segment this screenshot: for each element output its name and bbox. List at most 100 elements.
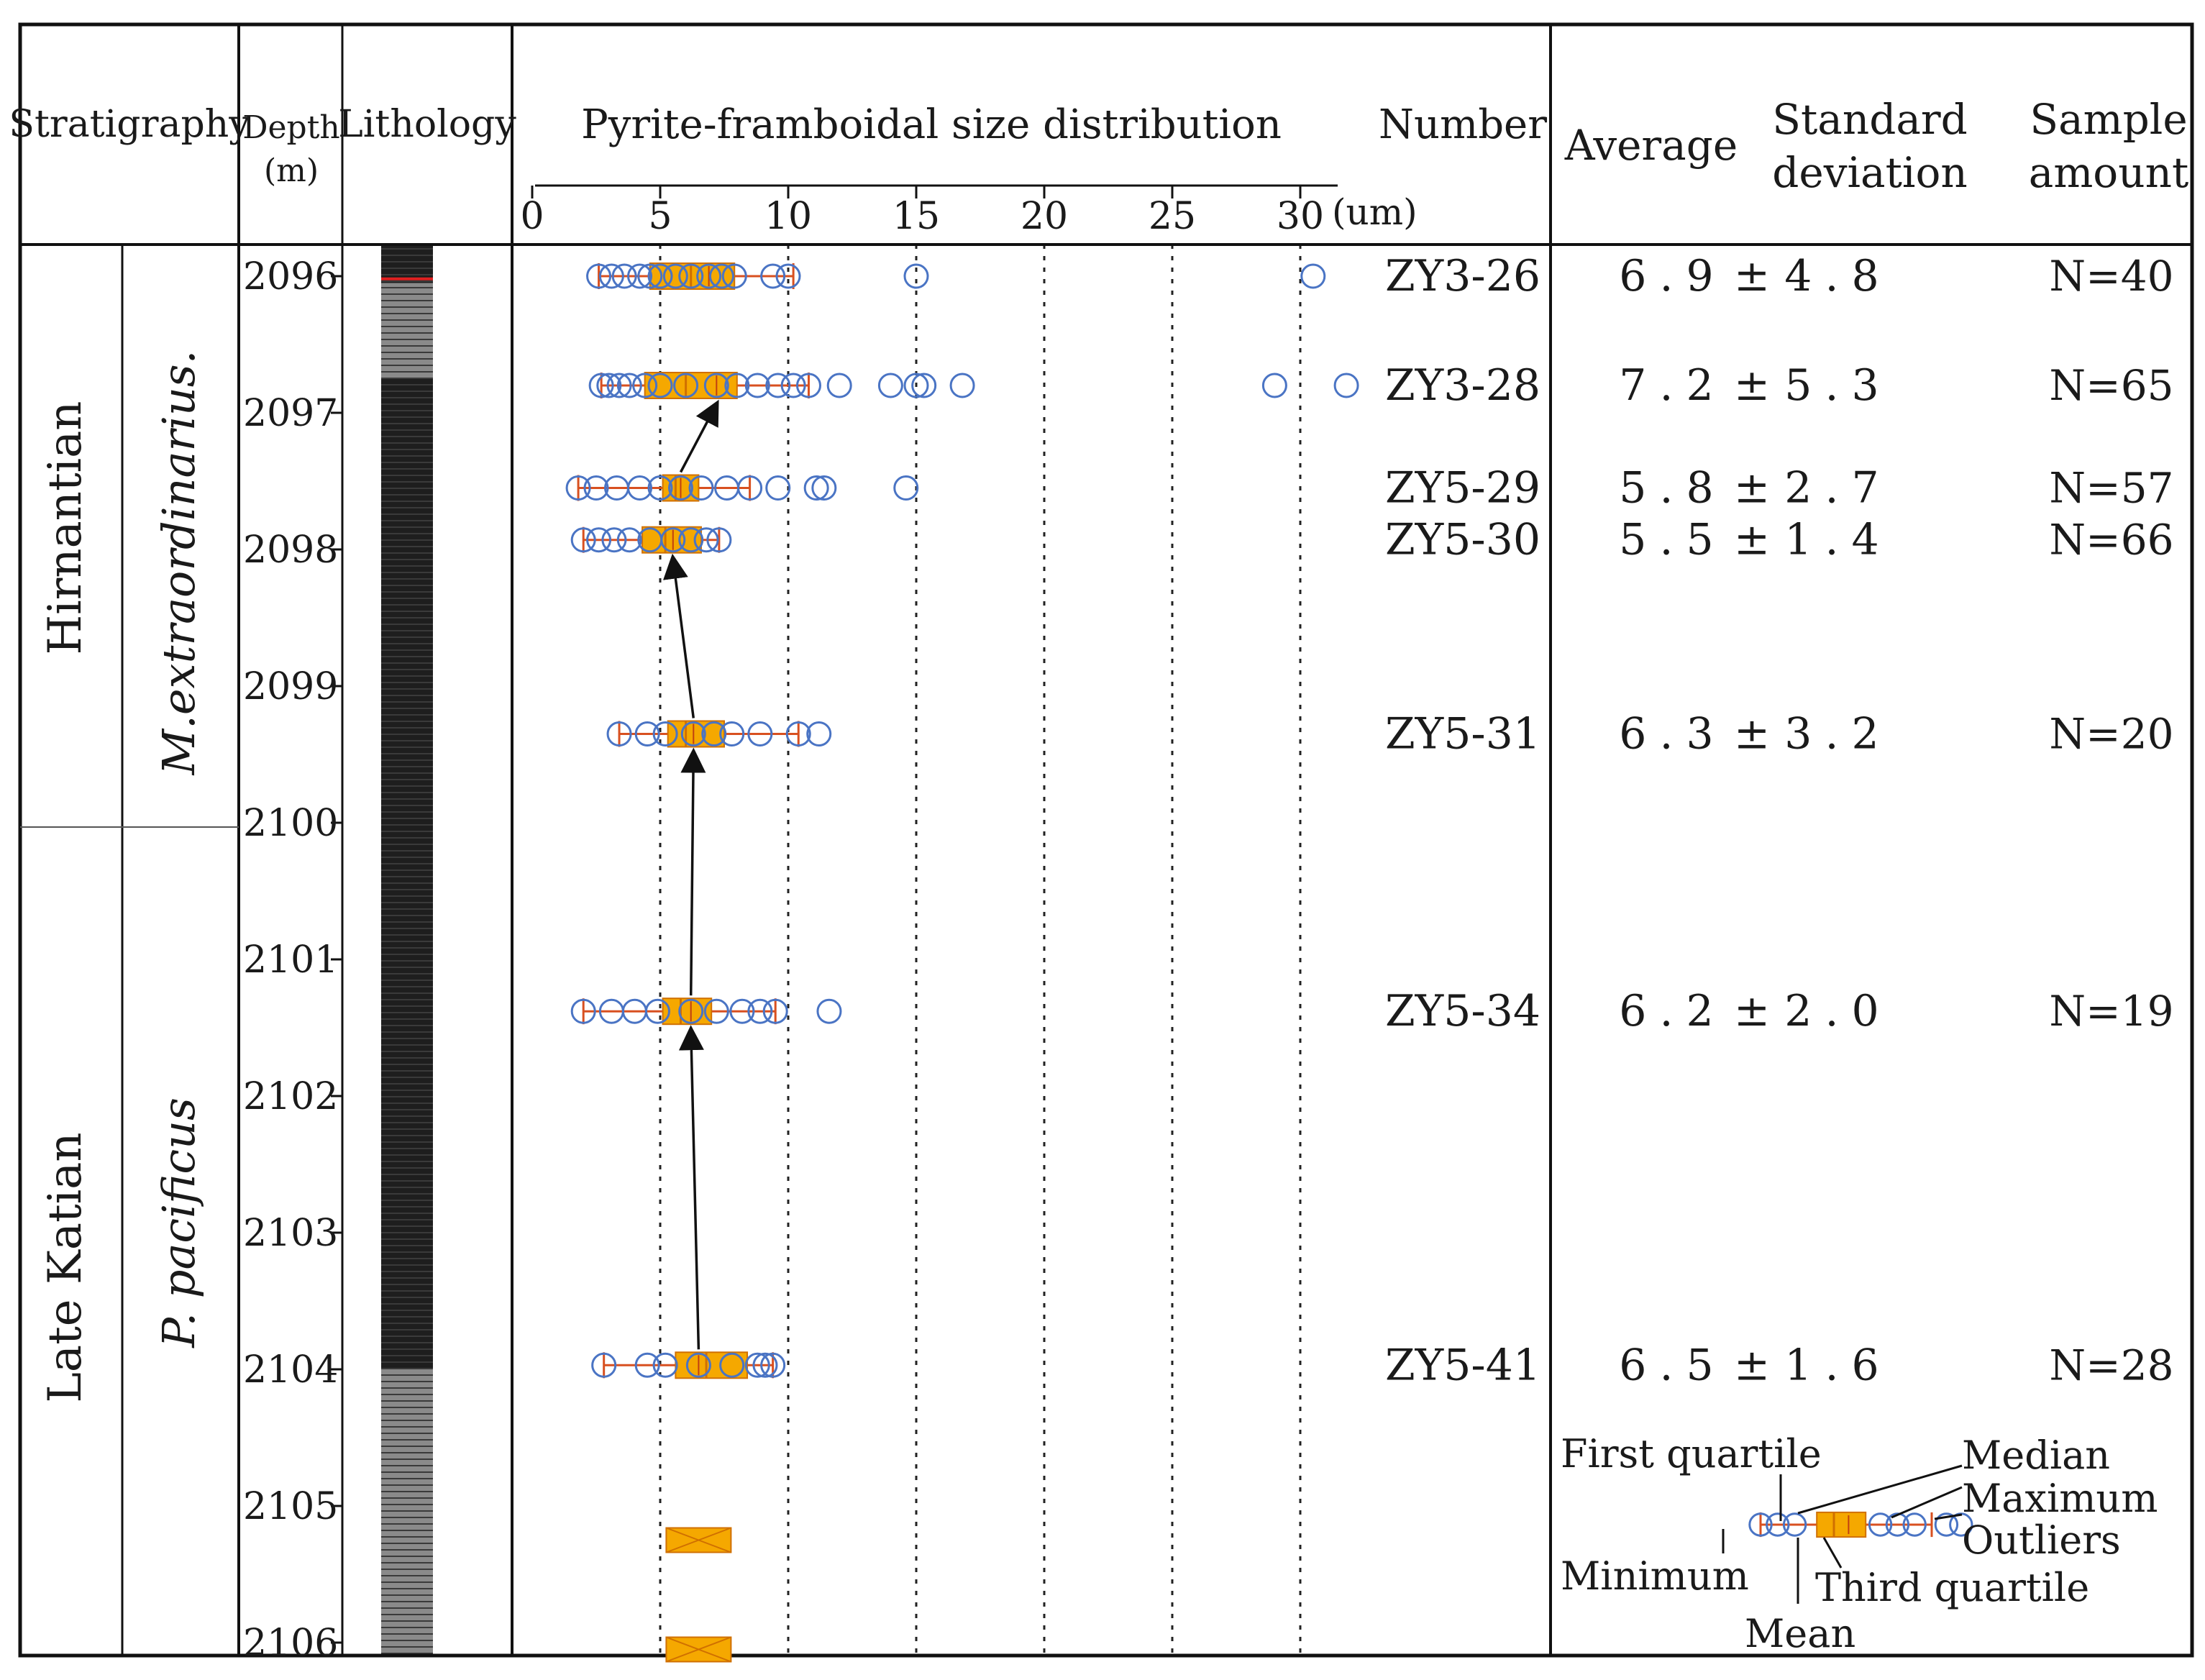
sample-ZY3-28-point-18 <box>1261 373 1287 398</box>
x-tick-label-25: 25 <box>1149 195 1196 238</box>
stratigraphy-header: Stratigraphy <box>9 103 250 146</box>
box-plot-ZY5-41 <box>591 1351 786 1379</box>
sample-ZY5-31-point-8 <box>806 721 832 747</box>
sample-ZY5-41-point-6 <box>752 1352 778 1378</box>
legend-first-quartile: First quartile <box>1561 1431 1822 1476</box>
sample-ZY3-28-point-17 <box>949 373 975 398</box>
sample-std-0: 4.8 <box>1784 251 1891 301</box>
depth-tick-label-2103: 2103 <box>243 1212 338 1255</box>
sample-ZY5-34-point-0 <box>570 998 596 1024</box>
box-plot-ZY5-31 <box>606 720 832 748</box>
sample-ZY3-28-point-12 <box>795 373 821 398</box>
sample-average-2: 5.8 <box>1619 463 1726 513</box>
sample-ZY3-28-point-3 <box>616 373 642 398</box>
sample-ZY3-28-point-19 <box>1333 373 1359 398</box>
legend-pointer-third-quartile <box>1822 1537 1843 1569</box>
std-header-line1: Standard <box>1772 95 1968 144</box>
legend-pointer-maximum <box>1891 1486 1963 1519</box>
depth-unit-header: (m) <box>264 152 319 189</box>
sample-ZY5-41-point-0 <box>591 1352 617 1378</box>
sample-ZY5-30-point-7 <box>693 527 719 553</box>
sample-ZY5-31-point-2 <box>652 721 678 747</box>
stage-label-1: Late Katian <box>39 1132 92 1402</box>
table-rules <box>18 22 2194 1658</box>
trend-arrow-3 <box>679 399 719 473</box>
sample-ZY5-31-point-3 <box>680 721 706 747</box>
sample-ZY5-29-point-0 <box>565 475 591 501</box>
sample-ZY3-26-point-12 <box>775 263 801 289</box>
sample-average-5: 6.2 <box>1619 986 1726 1036</box>
sample-ZY5-41-point-2 <box>652 1352 678 1378</box>
depth-tick-label-2106: 2106 <box>243 1622 338 1665</box>
plus-minus-3: ± <box>1734 515 1770 565</box>
x-tick-label-5: 5 <box>648 195 672 238</box>
sample-ZY5-34-point-6 <box>729 998 755 1024</box>
sample-id-2: ZY5-29 <box>1385 463 1540 513</box>
legend-mean: Mean <box>1745 1611 1855 1656</box>
depth-tick-label-2102: 2102 <box>243 1075 338 1118</box>
sample-n-1: N=65 <box>2049 361 2173 410</box>
plus-minus-0: ± <box>1734 251 1770 301</box>
legend: First quartile Median Maximum Outliers M… <box>1561 1431 2158 1656</box>
sample-ZY5-31-point-5 <box>719 721 745 747</box>
sample-ZY5-31-point-4 <box>701 721 727 747</box>
sample-ZY3-26-point-10 <box>721 263 747 289</box>
sample-ZY3-26-point-14 <box>1300 263 1326 289</box>
box-plot-ZY5-29 <box>565 474 919 502</box>
lithology-laminae <box>381 248 433 1654</box>
sample-std-2: 2.7 <box>1784 463 1891 513</box>
sample-ZY5-31-point-7 <box>785 721 811 747</box>
sample-ZY5-41-point-1 <box>634 1352 660 1378</box>
sample-ZY5-30-point-8 <box>706 527 732 553</box>
sample-ZY5-31-point-6 <box>747 721 773 747</box>
box-plots <box>565 262 1359 1379</box>
sample-ZY3-26-point-3 <box>627 263 653 289</box>
trend-arrow-0 <box>678 1025 704 1350</box>
sample-ZY3-28-point-1 <box>596 373 622 398</box>
sample-ZY3-26-point-8 <box>696 263 722 289</box>
trend-arrow-1 <box>680 747 706 996</box>
sample-ZY5-29-point-10 <box>803 475 829 501</box>
number-header: Number <box>1379 101 1547 148</box>
depth-tick-label-2101: 2101 <box>243 939 338 982</box>
sample-ZY5-30-iqr-box <box>642 526 702 554</box>
legend-maximum: Maximum <box>1962 1476 2158 1521</box>
sample-ZY5-29-point-4 <box>647 475 673 501</box>
lithology-header: Lithology <box>338 103 516 146</box>
stage-label-0: Hirnantian <box>39 401 92 654</box>
x-gridlines <box>659 245 1302 1656</box>
sample-ZY3-28-point-8 <box>724 373 750 398</box>
sample-ZY3-26-point-13 <box>903 263 929 289</box>
legend-pointer-outliers <box>1934 1513 1963 1520</box>
sample-ZY3-28-point-11 <box>780 373 806 398</box>
depth-tick-label-2099: 2099 <box>243 665 338 708</box>
x-tick-label-30: 30 <box>1277 195 1324 238</box>
sample-ZY3-28-point-10 <box>765 373 791 398</box>
figure-frame <box>18 22 2194 1658</box>
x-tick-label-10: 10 <box>764 195 812 238</box>
legend-median: Median <box>1962 1433 2110 1478</box>
plus-minus-2: ± <box>1734 463 1770 513</box>
no-data-markers <box>665 1527 732 1663</box>
sample-ZY3-26-point-4 <box>637 263 663 289</box>
sample-ZY3-26-point-0 <box>586 263 612 289</box>
box-plot-ZY3-28 <box>588 372 1359 399</box>
stratigraphy-labels: Hirnantian Late Katian M.extraordinarius. P… <box>39 350 205 1403</box>
sample-ZY3-28-point-14 <box>877 373 903 398</box>
sample-ZY5-31-iqr-box <box>667 720 725 748</box>
lithology-light-band-upper <box>381 283 433 379</box>
depth-tick-label-2096: 2096 <box>243 255 338 298</box>
sample-id-4: ZY5-31 <box>1385 709 1540 759</box>
legend-example-point-1 <box>1766 1512 1790 1537</box>
legend-example-point-2 <box>1782 1512 1807 1537</box>
legend-example-point-0 <box>1748 1512 1773 1537</box>
sample-ZY5-29-point-12 <box>893 475 919 501</box>
sample-ZY5-34-point-5 <box>703 998 729 1024</box>
sample-ZY3-26-point-6 <box>662 263 688 289</box>
sample-std-3: 1.4 <box>1784 515 1891 565</box>
sample-average-6: 6.5 <box>1619 1340 1726 1390</box>
sample-ZY3-28-point-4 <box>632 373 658 398</box>
depth-tick-label-2100: 2100 <box>243 802 338 845</box>
sample-n-6: N=28 <box>2049 1341 2173 1389</box>
